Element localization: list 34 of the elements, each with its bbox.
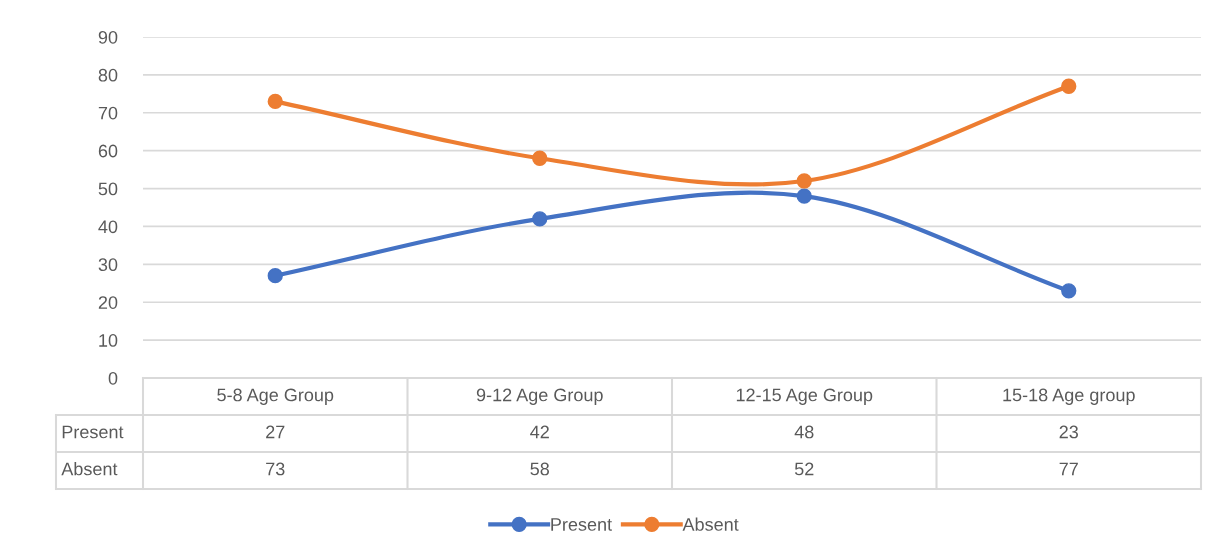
- x-tick-label: 9-12 Age Group: [476, 388, 603, 405]
- y-tick-label: 20: [98, 296, 118, 309]
- point: [1061, 283, 1077, 299]
- data-label: 42: [530, 425, 549, 439]
- y-tick-label: 50: [98, 182, 118, 196]
- y-tick-label: 0: [108, 371, 118, 385]
- data-label: 48: [794, 425, 814, 439]
- y-tick-label: 90: [98, 30, 118, 44]
- legend-label: Present: [551, 518, 612, 531]
- y-tick-label: 30: [98, 258, 118, 272]
- point: [796, 173, 812, 189]
- point: [532, 211, 548, 227]
- text: Absent: [61, 462, 118, 476]
- point: [532, 150, 548, 166]
- point: [267, 268, 283, 284]
- y-tick-label: 80: [98, 68, 118, 82]
- text: Present: [62, 425, 124, 439]
- x-tick-label: 15-18 Age group: [1003, 388, 1135, 405]
- legend-label: Absent: [682, 517, 739, 531]
- data-label: 52: [794, 462, 814, 476]
- point: [796, 188, 812, 204]
- point: [1061, 78, 1077, 94]
- y-tick-label: 40: [98, 220, 118, 234]
- data-label: 23: [1059, 425, 1078, 439]
- data-label: 58: [530, 462, 550, 476]
- x-tick-label: 12-15 Age Group: [736, 388, 873, 405]
- y-tick-label: 60: [98, 144, 118, 158]
- data-label: 27: [266, 425, 285, 439]
- y-tick-label: 10: [99, 334, 118, 347]
- point: [267, 93, 283, 110]
- x-tick-label: 5-8 Age Group: [217, 388, 334, 405]
- data-label: 77: [1059, 462, 1078, 476]
- y-tick-label: 70: [98, 106, 118, 120]
- data-label: 73: [266, 462, 285, 476]
